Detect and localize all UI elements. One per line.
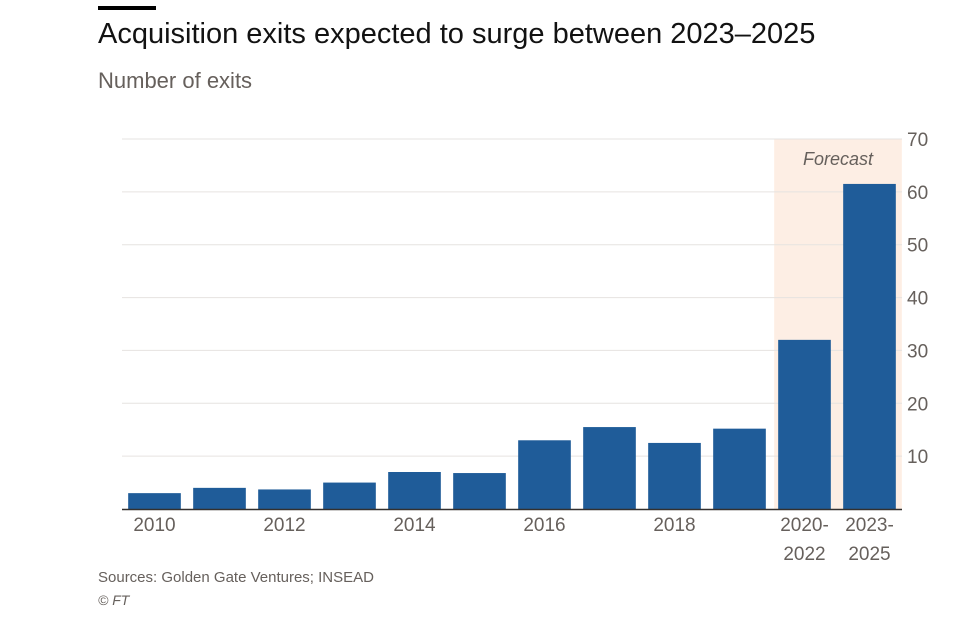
bar xyxy=(843,183,896,509)
bar-chart: Forecast 10 20 30 40 50 60 70 2010 2012 2014 2016 2… xyxy=(122,130,928,565)
x-tick-label: 2025 xyxy=(848,544,890,565)
source-note: Sources: Golden Gate Ventures; INSEAD xyxy=(98,569,374,586)
bar xyxy=(648,442,701,509)
bar xyxy=(128,493,181,509)
tick-labels: 10 20 30 40 50 60 70 2010 2012 2014 2016 2018 2020- 2… xyxy=(133,130,928,565)
bar xyxy=(193,487,246,509)
x-tick-label: 2018 xyxy=(653,515,695,536)
bar xyxy=(518,440,571,509)
forecast-label: Forecast xyxy=(803,149,874,169)
bar xyxy=(583,427,636,509)
title-accent-rule xyxy=(98,6,156,10)
x-tick-label: 2020- xyxy=(780,515,829,536)
x-tick-label: 2014 xyxy=(393,515,436,536)
x-tick-label: 2022 xyxy=(783,544,825,565)
y-tick-label: 30 xyxy=(907,341,928,362)
y-tick-label: 50 xyxy=(907,236,928,257)
copyright-note: © FT xyxy=(98,592,130,608)
x-tick-label: 2023- xyxy=(845,515,894,536)
bar xyxy=(258,489,311,509)
y-tick-label: 40 xyxy=(907,289,928,310)
y-tick-label: 70 xyxy=(907,130,928,151)
bar xyxy=(323,482,376,509)
x-tick-label: 2010 xyxy=(133,515,175,536)
y-tick-label: 10 xyxy=(907,447,928,468)
y-tick-label: 20 xyxy=(907,394,928,415)
chart-title: Acquisition exits expected to surge betw… xyxy=(98,18,816,50)
bar xyxy=(388,472,441,509)
chart-subtitle: Number of exits xyxy=(98,68,253,93)
y-tick-label: 60 xyxy=(907,183,928,204)
gridlines xyxy=(122,138,902,457)
bar xyxy=(453,473,506,509)
bar xyxy=(713,428,766,509)
bar xyxy=(778,339,831,509)
bars xyxy=(128,183,896,509)
x-tick-label: 2012 xyxy=(263,515,305,536)
x-tick-label: 2016 xyxy=(523,515,565,536)
